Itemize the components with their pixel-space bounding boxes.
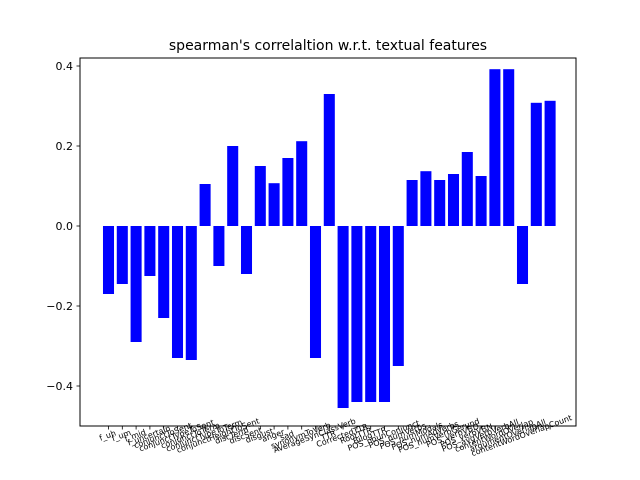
bar — [447, 174, 460, 226]
y-tick-label: 0.0 — [56, 220, 74, 233]
bars-group — [102, 69, 556, 408]
bar — [171, 226, 184, 358]
bar — [213, 226, 225, 266]
bar — [227, 146, 239, 226]
bar — [475, 176, 487, 226]
y-tick-label: 0.2 — [56, 140, 74, 153]
bar — [392, 226, 404, 366]
bar — [102, 226, 115, 294]
plot-frame — [79, 57, 577, 427]
bar — [351, 226, 363, 402]
bar — [461, 152, 473, 226]
bar — [337, 226, 349, 408]
bar — [309, 226, 322, 358]
bar — [530, 102, 542, 226]
bar — [268, 183, 280, 226]
chart-title: spearman's correlaltion w.r.t. textual f… — [169, 38, 487, 54]
bar — [185, 226, 197, 360]
bar — [489, 69, 501, 226]
bar — [365, 226, 377, 402]
bar — [503, 69, 515, 226]
bar — [158, 226, 170, 318]
bar — [378, 226, 391, 402]
bar — [406, 180, 418, 226]
y-tick-label: −0.2 — [46, 300, 73, 313]
bar — [282, 158, 294, 226]
y-tick-label: −0.4 — [46, 380, 73, 393]
bar — [199, 184, 211, 226]
bar — [420, 171, 432, 226]
bar — [296, 141, 308, 226]
bar — [130, 226, 142, 342]
bar — [323, 94, 335, 226]
bar — [434, 180, 446, 226]
bar — [144, 226, 156, 276]
bar — [516, 226, 529, 284]
y-tick-label: 0.4 — [56, 60, 74, 73]
y-axis: −0.4 −0.2 0.0 0.2 0.4 — [46, 60, 80, 393]
bar — [254, 166, 266, 226]
bar — [240, 226, 253, 274]
bar — [116, 226, 128, 284]
bar — [544, 100, 556, 226]
